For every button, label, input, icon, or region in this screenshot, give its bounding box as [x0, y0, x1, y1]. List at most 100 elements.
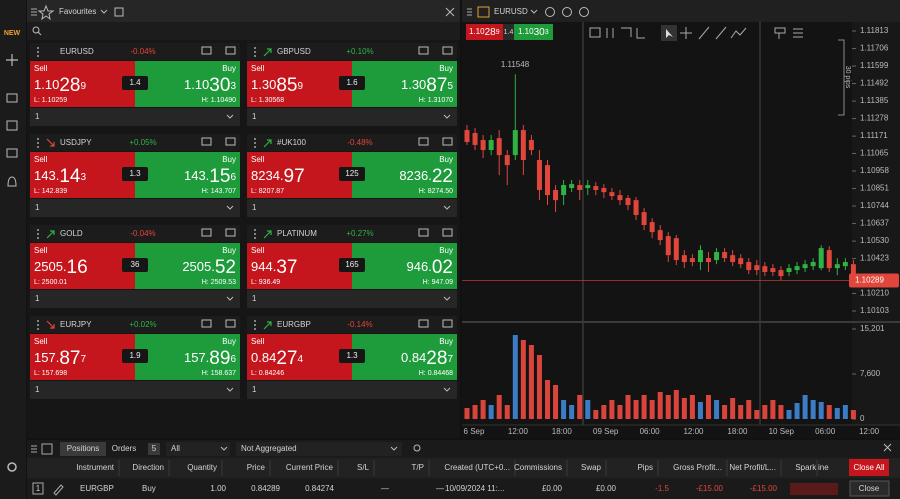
trade-icon[interactable] — [225, 46, 236, 55]
grid-icon[interactable] — [114, 7, 124, 17]
trade-icon[interactable] — [442, 137, 453, 146]
quantity-row[interactable] — [247, 199, 457, 217]
zoom-icon[interactable] — [562, 7, 572, 17]
sell-button[interactable] — [30, 61, 135, 107]
drag-handle[interactable] — [31, 445, 37, 453]
icon[interactable] — [6, 93, 18, 103]
zoom-in-icon[interactable] — [579, 7, 589, 17]
add-icon[interactable] — [6, 54, 18, 66]
edit-icon[interactable] — [53, 484, 64, 496]
volume-bar — [464, 407, 470, 419]
sell-price-part: 9 — [80, 81, 86, 92]
chart-symbol[interactable]: EURUSD — [494, 7, 528, 16]
search-icon[interactable] — [413, 444, 421, 452]
buy-button[interactable] — [135, 334, 240, 380]
close-button[interactable] — [849, 480, 890, 497]
tile-symbol[interactable]: EURGBP — [277, 320, 311, 329]
zoom-out-icon[interactable] — [545, 7, 555, 17]
search-bar[interactable] — [27, 22, 460, 40]
tile-symbol[interactable]: PLATINUM — [277, 229, 317, 238]
toolbar-icons[interactable] — [680, 26, 803, 40]
buy-button[interactable] — [352, 61, 457, 107]
sell-button[interactable] — [247, 152, 352, 198]
close-button-label[interactable]: Close — [859, 484, 880, 493]
volume-bar — [504, 404, 510, 419]
tile-symbol[interactable]: USDJPY — [60, 138, 92, 147]
chart-spread: 1.4 — [504, 29, 514, 36]
close-all[interactable]: Close All — [853, 463, 884, 472]
quantity-row[interactable] — [30, 290, 240, 308]
sell-button[interactable] — [30, 152, 135, 198]
candle-body — [585, 185, 591, 189]
filter[interactable]: All — [171, 444, 180, 453]
close-icon[interactable] — [445, 7, 455, 17]
tile-symbol[interactable]: GBPUSD — [277, 47, 311, 56]
quantity-row[interactable] — [247, 108, 457, 126]
bell-icon[interactable] — [7, 176, 17, 187]
sell-button[interactable] — [30, 243, 135, 289]
sell-button[interactable] — [30, 334, 135, 380]
tile-symbol[interactable]: #UK100 — [277, 138, 306, 147]
chevron[interactable] — [100, 9, 108, 14]
chart-icon[interactable] — [418, 319, 429, 328]
tile-change: -0.14% — [347, 320, 372, 329]
candle-body — [746, 262, 752, 271]
tab-active[interactable] — [60, 442, 106, 456]
settings-icon[interactable] — [7, 462, 17, 472]
aggregation[interactable]: Not Aggregated — [241, 444, 297, 453]
toolbar-icons[interactable] — [589, 27, 645, 39]
ask-box[interactable] — [514, 24, 553, 40]
tile-symbol[interactable]: GOLD — [60, 229, 83, 238]
trade-icon[interactable] — [225, 137, 236, 146]
chart-icon[interactable] — [418, 46, 429, 55]
chevron[interactable] — [220, 446, 228, 451]
aggregation-dropdown[interactable] — [236, 442, 402, 456]
trade-icon[interactable] — [442, 319, 453, 328]
chevron[interactable] — [390, 446, 398, 451]
search-icon[interactable] — [32, 26, 40, 34]
buy-button[interactable] — [135, 61, 240, 107]
chart-icon[interactable] — [418, 228, 429, 237]
buy-button[interactable] — [352, 152, 457, 198]
favourites-title[interactable]: Favourites — [59, 7, 96, 16]
tile-symbol[interactable]: EURUSD — [60, 47, 94, 56]
chart-icon[interactable] — [201, 228, 212, 237]
drag-handle[interactable] — [467, 8, 472, 16]
buy-price: 2505.52 — [182, 257, 236, 278]
chart-icon[interactable] — [201, 46, 212, 55]
chevron[interactable] — [530, 9, 538, 14]
chart-icon[interactable] — [418, 137, 429, 146]
new-badge[interactable]: NEW — [4, 30, 21, 37]
trade-icon[interactable] — [225, 228, 236, 237]
buy-label: Buy — [439, 155, 453, 164]
tab[interactable]: Positions — [67, 444, 99, 453]
trade-icon[interactable] — [225, 319, 236, 328]
tab[interactable]: Orders — [112, 444, 136, 453]
bid-box[interactable] — [466, 24, 503, 40]
trade-icon[interactable] — [442, 46, 453, 55]
quantity-row[interactable] — [30, 199, 240, 217]
quantity-row[interactable] — [247, 381, 457, 399]
buy-button[interactable] — [352, 334, 457, 380]
trade-icon[interactable] — [442, 228, 453, 237]
buy-button[interactable] — [135, 152, 240, 198]
buy-button[interactable] — [135, 243, 240, 289]
chart-icon[interactable] — [201, 319, 212, 328]
close-icon[interactable] — [883, 443, 892, 452]
sell-button[interactable] — [247, 243, 352, 289]
cursor-icon[interactable] — [666, 29, 673, 38]
sell-button[interactable] — [247, 334, 352, 380]
chart-icon[interactable] — [201, 137, 212, 146]
filter-dropdown[interactable] — [166, 442, 230, 456]
buy-button[interactable] — [352, 243, 457, 289]
quantity-row[interactable] — [30, 108, 240, 126]
drag-handle[interactable] — [31, 8, 37, 16]
icon[interactable] — [6, 148, 18, 158]
sell-button[interactable] — [247, 61, 352, 107]
quantity-row[interactable] — [30, 381, 240, 399]
tile-symbol[interactable]: EURJPY — [60, 320, 92, 329]
icon[interactable] — [6, 120, 18, 131]
candle-body — [834, 264, 840, 269]
quantity-row[interactable] — [247, 290, 457, 308]
close-all-button[interactable] — [849, 459, 889, 476]
